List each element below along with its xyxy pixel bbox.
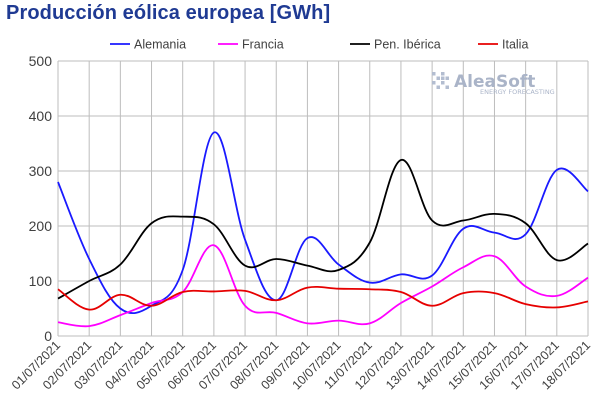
series-line-francia (57, 244, 589, 328)
logo-dot (432, 81, 436, 85)
y-tick-label: 200 (29, 218, 53, 234)
y-tick-label: 500 (29, 53, 53, 69)
logo-dot (441, 76, 445, 80)
series-line-alemania (57, 131, 589, 315)
logo-text: AleaSoft (454, 72, 535, 92)
logo-dot (445, 76, 449, 80)
series-line-italia (57, 285, 589, 311)
x-axis: 01/07/202102/07/202103/07/202104/07/2021… (9, 338, 593, 392)
aleasoft-logo: AleaSoft ENERGY FORECASTING (432, 72, 555, 96)
legend: Alemania Francia Pen. Ibérica Italia (110, 38, 528, 52)
legend-label: Italia (502, 38, 528, 52)
logo-dot (436, 76, 440, 80)
aleasoft-logo-icon (432, 72, 449, 89)
series-line-pen-ib-rica (57, 159, 589, 300)
y-tick-label: 400 (29, 108, 53, 124)
y-tick-label: 100 (29, 273, 53, 289)
legend-label: Alemania (134, 38, 186, 52)
logo-subtext: ENERGY FORECASTING (480, 88, 555, 96)
y-tick-label: 300 (29, 163, 53, 179)
logo-dot (436, 85, 440, 89)
gridlines (57, 60, 589, 337)
logo-dot (441, 81, 445, 85)
logo-dot (441, 72, 445, 76)
chart-title: Producción eólica europea [GWh] (6, 2, 331, 24)
y-tick-label: 0 (44, 328, 52, 344)
logo-dot (432, 72, 436, 76)
y-axis: 0 100 200 300 400 500 (29, 53, 53, 344)
series-lines (57, 131, 589, 328)
legend-label: Francia (242, 38, 284, 52)
logo-dot (445, 85, 449, 89)
legend-label: Pen. Ibérica (374, 38, 441, 52)
